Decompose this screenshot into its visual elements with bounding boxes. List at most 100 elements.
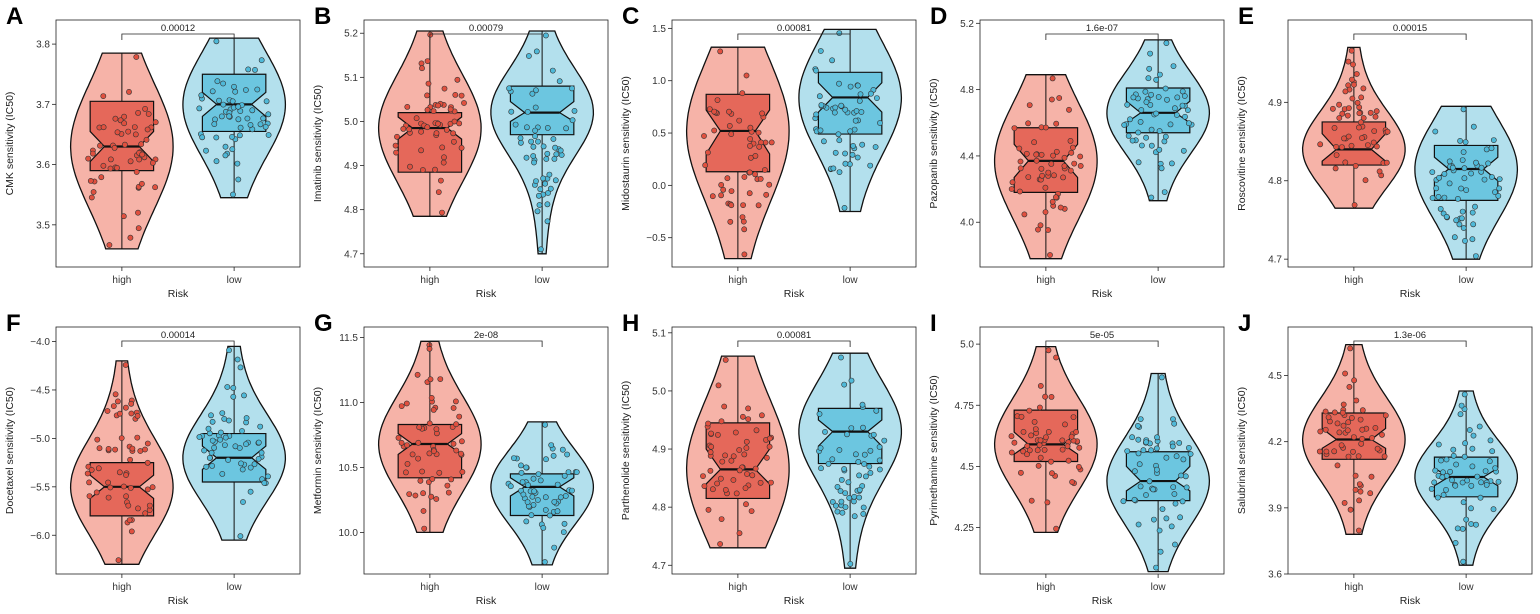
data-point-high	[104, 408, 111, 414]
data-point-high	[1345, 453, 1352, 460]
data-point-low	[196, 434, 203, 440]
data-point-high	[1049, 96, 1055, 103]
y-axis-title: Pazopanib sensitivity (IC50)	[928, 78, 940, 208]
data-point-high	[1354, 99, 1361, 106]
data-point-high	[1028, 497, 1035, 504]
data-point-low	[530, 153, 537, 159]
data-point-high	[439, 209, 445, 216]
data-point-low	[837, 488, 844, 494]
data-point-high	[420, 490, 426, 497]
data-point-high	[458, 438, 465, 445]
data-point-low	[225, 417, 232, 424]
data-point-low	[1470, 432, 1477, 439]
box-low	[817, 71, 883, 135]
data-point-low	[868, 90, 874, 97]
plot-frame	[671, 19, 917, 268]
data-point-high	[146, 502, 153, 509]
data-point-high	[1033, 151, 1040, 158]
data-point-low	[1131, 496, 1138, 503]
data-point-high	[428, 493, 435, 500]
data-point-high	[1372, 113, 1379, 120]
data-point-low	[1138, 107, 1145, 113]
data-point-low	[569, 85, 575, 92]
data-point-low	[1170, 484, 1177, 490]
data-point-low	[548, 442, 555, 448]
data-point-high	[701, 483, 708, 489]
data-point-low	[528, 512, 535, 519]
data-point-high	[1356, 110, 1363, 117]
data-point-low	[1446, 158, 1453, 165]
data-point-high	[1382, 412, 1389, 419]
data-point-low	[1440, 492, 1447, 498]
data-point-high	[728, 202, 735, 209]
data-point-high	[149, 159, 156, 166]
data-point-low	[1476, 423, 1483, 430]
data-point-high	[755, 129, 762, 136]
data-point-high	[1323, 448, 1330, 455]
data-point-low	[561, 472, 568, 479]
data-point-high	[1032, 426, 1039, 432]
data-point-high	[1316, 448, 1323, 455]
plot-frame	[363, 19, 609, 268]
data-point-high	[105, 445, 112, 452]
data-point-low	[1449, 164, 1456, 171]
data-point-low	[201, 447, 207, 454]
data-point-low	[832, 104, 839, 111]
data-point-high	[1349, 95, 1356, 102]
data-point-high	[138, 141, 145, 148]
data-point-low	[876, 457, 883, 464]
data-point-high	[96, 445, 103, 452]
data-point-high	[1317, 141, 1324, 148]
data-point-high	[702, 162, 709, 169]
data-point-low	[249, 107, 256, 114]
data-point-low	[1137, 416, 1144, 422]
data-point-high	[1358, 94, 1365, 101]
data-point-low	[237, 364, 244, 371]
data-point-high	[1358, 440, 1365, 447]
data-point-high	[145, 111, 152, 117]
data-point-low	[1162, 133, 1169, 140]
data-point-high	[143, 136, 150, 143]
data-point-low	[859, 401, 866, 408]
data-point-low	[557, 147, 564, 154]
data-point-low	[818, 102, 825, 108]
data-point-low	[1148, 194, 1155, 201]
data-point-high	[1339, 110, 1346, 117]
data-point-low	[867, 469, 874, 476]
y-tick-label: 5.2	[344, 29, 358, 40]
data-point-high	[1062, 421, 1068, 428]
y-axis-title: Midostaurin sensitivity (IC50)	[620, 76, 632, 211]
box-high	[89, 462, 155, 517]
data-point-low	[554, 481, 561, 488]
data-point-low	[252, 67, 258, 73]
data-point-low	[237, 533, 244, 540]
data-point-low	[229, 98, 236, 105]
data-point-low	[251, 461, 258, 468]
x-axis-title: Risk	[168, 288, 189, 300]
data-point-low	[1148, 142, 1155, 149]
data-point-low	[1161, 138, 1168, 145]
data-point-low	[1140, 447, 1147, 454]
data-point-high	[123, 493, 129, 500]
data-point-low	[1158, 165, 1165, 172]
data-point-low	[851, 513, 858, 520]
y-tick-label: 3.6	[36, 160, 50, 171]
data-point-low	[540, 175, 546, 182]
y-tick-label: 4.9	[1268, 98, 1282, 109]
data-point-low	[1477, 494, 1484, 501]
data-point-high	[1025, 120, 1031, 127]
data-point-high	[749, 472, 756, 479]
data-point-low	[235, 103, 242, 110]
y-axis-title: Imatinib sensitivity (IC50)	[312, 85, 324, 202]
data-point-low	[1142, 88, 1149, 95]
data-point-high	[412, 492, 419, 499]
significance-bracket	[121, 340, 235, 347]
data-point-low	[1127, 116, 1133, 123]
data-point-high	[747, 142, 753, 149]
data-point-low	[845, 479, 852, 486]
data-point-low	[209, 418, 216, 425]
data-point-low	[1187, 451, 1194, 457]
data-point-low	[1458, 185, 1464, 192]
data-point-low	[1455, 195, 1461, 202]
data-point-low	[1460, 558, 1467, 565]
